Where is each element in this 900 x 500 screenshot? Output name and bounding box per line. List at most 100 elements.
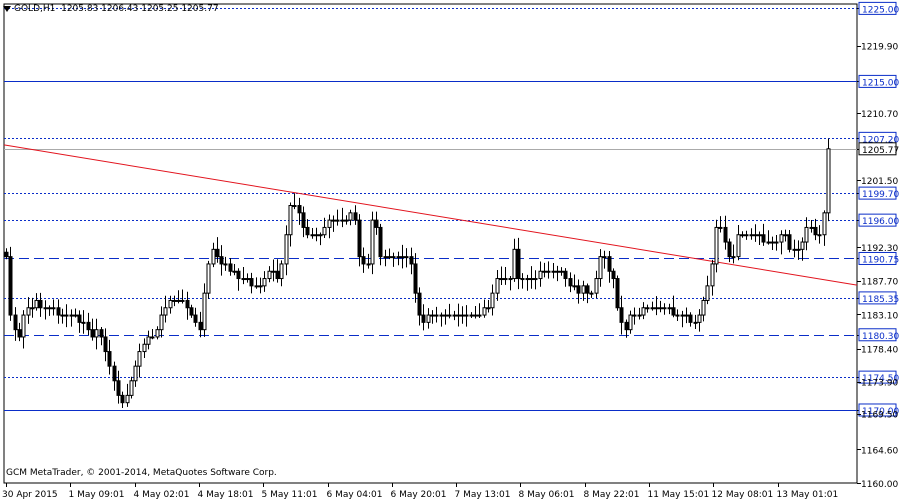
candle-body-bull — [241, 278, 246, 281]
candle-body-bull — [292, 205, 297, 208]
time-tick-label: 6 May 04:01 — [327, 490, 383, 500]
candle-body-bull — [452, 314, 457, 317]
candle-body-bull — [822, 212, 827, 236]
candle-body-bull — [581, 285, 586, 294]
candle-body-bull — [43, 307, 48, 310]
candle-body-bull — [335, 219, 340, 222]
candle-body-bull — [525, 278, 530, 281]
candle-body-bull — [404, 256, 409, 259]
candle-body-bear — [189, 307, 194, 316]
candle-body-bear — [215, 248, 220, 258]
candle-body-bull — [370, 219, 375, 265]
copyright-text: GCM MetaTrader, © 2001-2014, MetaQuotes … — [6, 468, 277, 478]
price-tick-label: 1192.30 — [861, 244, 898, 254]
level-price-label: 1225.00 — [862, 5, 899, 15]
candle-body-bull — [69, 314, 74, 317]
candle-body-bull — [770, 241, 775, 244]
current-price-label-box — [858, 142, 897, 156]
candle-body-bull — [632, 314, 637, 317]
candle-body-bear — [611, 270, 616, 280]
level-price-label-box — [858, 213, 897, 227]
candle-body-bull — [598, 256, 603, 280]
candle-body-bull — [60, 314, 65, 317]
candle-body-bull — [232, 270, 237, 273]
candle-body-bull — [490, 292, 495, 309]
price-tick-label: 1201.50 — [861, 177, 898, 187]
candle-body-bear — [301, 212, 306, 228]
candle-body-bear — [619, 307, 624, 323]
level-price-label: 1180.30 — [862, 332, 899, 342]
candle-body-bull — [658, 307, 663, 310]
candle-body-bear — [297, 205, 302, 214]
candle-body-bear — [77, 314, 82, 323]
candle-body-bear — [727, 241, 732, 258]
time-tick-label: 11 May 15:01 — [648, 490, 710, 500]
candle-body-bear — [357, 219, 362, 258]
candle-body-bull — [310, 234, 315, 237]
candle-body-bear — [576, 285, 581, 294]
trendline-layer — [3, 144, 858, 286]
candle-body-bull — [262, 278, 267, 287]
candle-body-bull — [705, 285, 710, 301]
candle-body-bull — [142, 343, 147, 353]
candle-body-bull — [731, 256, 736, 259]
candle-body-bear — [228, 263, 233, 272]
candle-body-bull — [555, 270, 560, 273]
level-price-label-box — [858, 74, 897, 88]
candle-body-bull — [318, 234, 323, 237]
candle-body-bull — [774, 241, 779, 244]
candle-body-bear — [249, 278, 254, 287]
candle-body-bear — [275, 270, 280, 280]
candle-body-bull — [254, 285, 259, 288]
candle-body-bull — [482, 307, 487, 316]
candle-body-bull — [817, 234, 822, 237]
time-tick-label: 8 May 22:01 — [584, 490, 640, 500]
candle-body-bull — [447, 314, 452, 317]
candle-body-bull — [766, 241, 771, 244]
candle-body-bull — [245, 278, 250, 281]
candle-body-bull — [64, 314, 69, 317]
candle-body-bull — [81, 321, 86, 324]
candle-body-bull — [168, 299, 173, 309]
candle-body-bull — [477, 314, 482, 317]
candle-body-bull — [542, 270, 547, 273]
dropdown-triangle-icon[interactable] — [3, 5, 11, 12]
candle-body-bull — [94, 329, 99, 338]
candle-body-bear — [17, 329, 22, 338]
level-price-label: 1207.20 — [862, 135, 899, 145]
candle-body-bull — [176, 299, 181, 302]
candle-body-bull — [314, 234, 319, 237]
time-tick-label: 4 May 02:01 — [134, 490, 190, 500]
candle-body-bear — [723, 226, 728, 243]
candle-body-bull — [150, 336, 155, 339]
level-price-label-box — [858, 328, 897, 342]
candle-body-bull — [258, 285, 263, 288]
candle-body-bull — [340, 219, 345, 222]
price-tick-label: 1169.50 — [861, 411, 898, 421]
candle-body-bull — [430, 314, 435, 317]
candle-body-bull — [680, 314, 685, 317]
candle-body-bull — [434, 314, 439, 317]
candle-body-bull — [645, 307, 650, 310]
candle-body-bull — [641, 307, 646, 316]
candle-body-bull — [757, 234, 762, 237]
candle-body-bear — [86, 321, 91, 331]
level-price-label: 1174.50 — [862, 374, 899, 384]
candle-body-bull — [508, 278, 513, 281]
candle-body-bear — [8, 256, 13, 316]
candle-body-bear — [219, 256, 224, 265]
candle-body-bear — [185, 299, 190, 309]
candle-body-bear — [516, 248, 521, 280]
candle-body-bear — [103, 336, 108, 353]
candle-body-bull — [650, 307, 655, 310]
candle-body-bull — [809, 226, 814, 229]
candle-body-bear — [563, 270, 568, 280]
time-tick-label: 6 May 20:01 — [391, 490, 447, 500]
candle-body-bull — [529, 278, 534, 281]
candle-body-bear — [409, 256, 414, 265]
candle-body-bear — [198, 321, 203, 331]
candle-body-bear — [607, 256, 612, 272]
candle-body-bull — [473, 314, 478, 317]
